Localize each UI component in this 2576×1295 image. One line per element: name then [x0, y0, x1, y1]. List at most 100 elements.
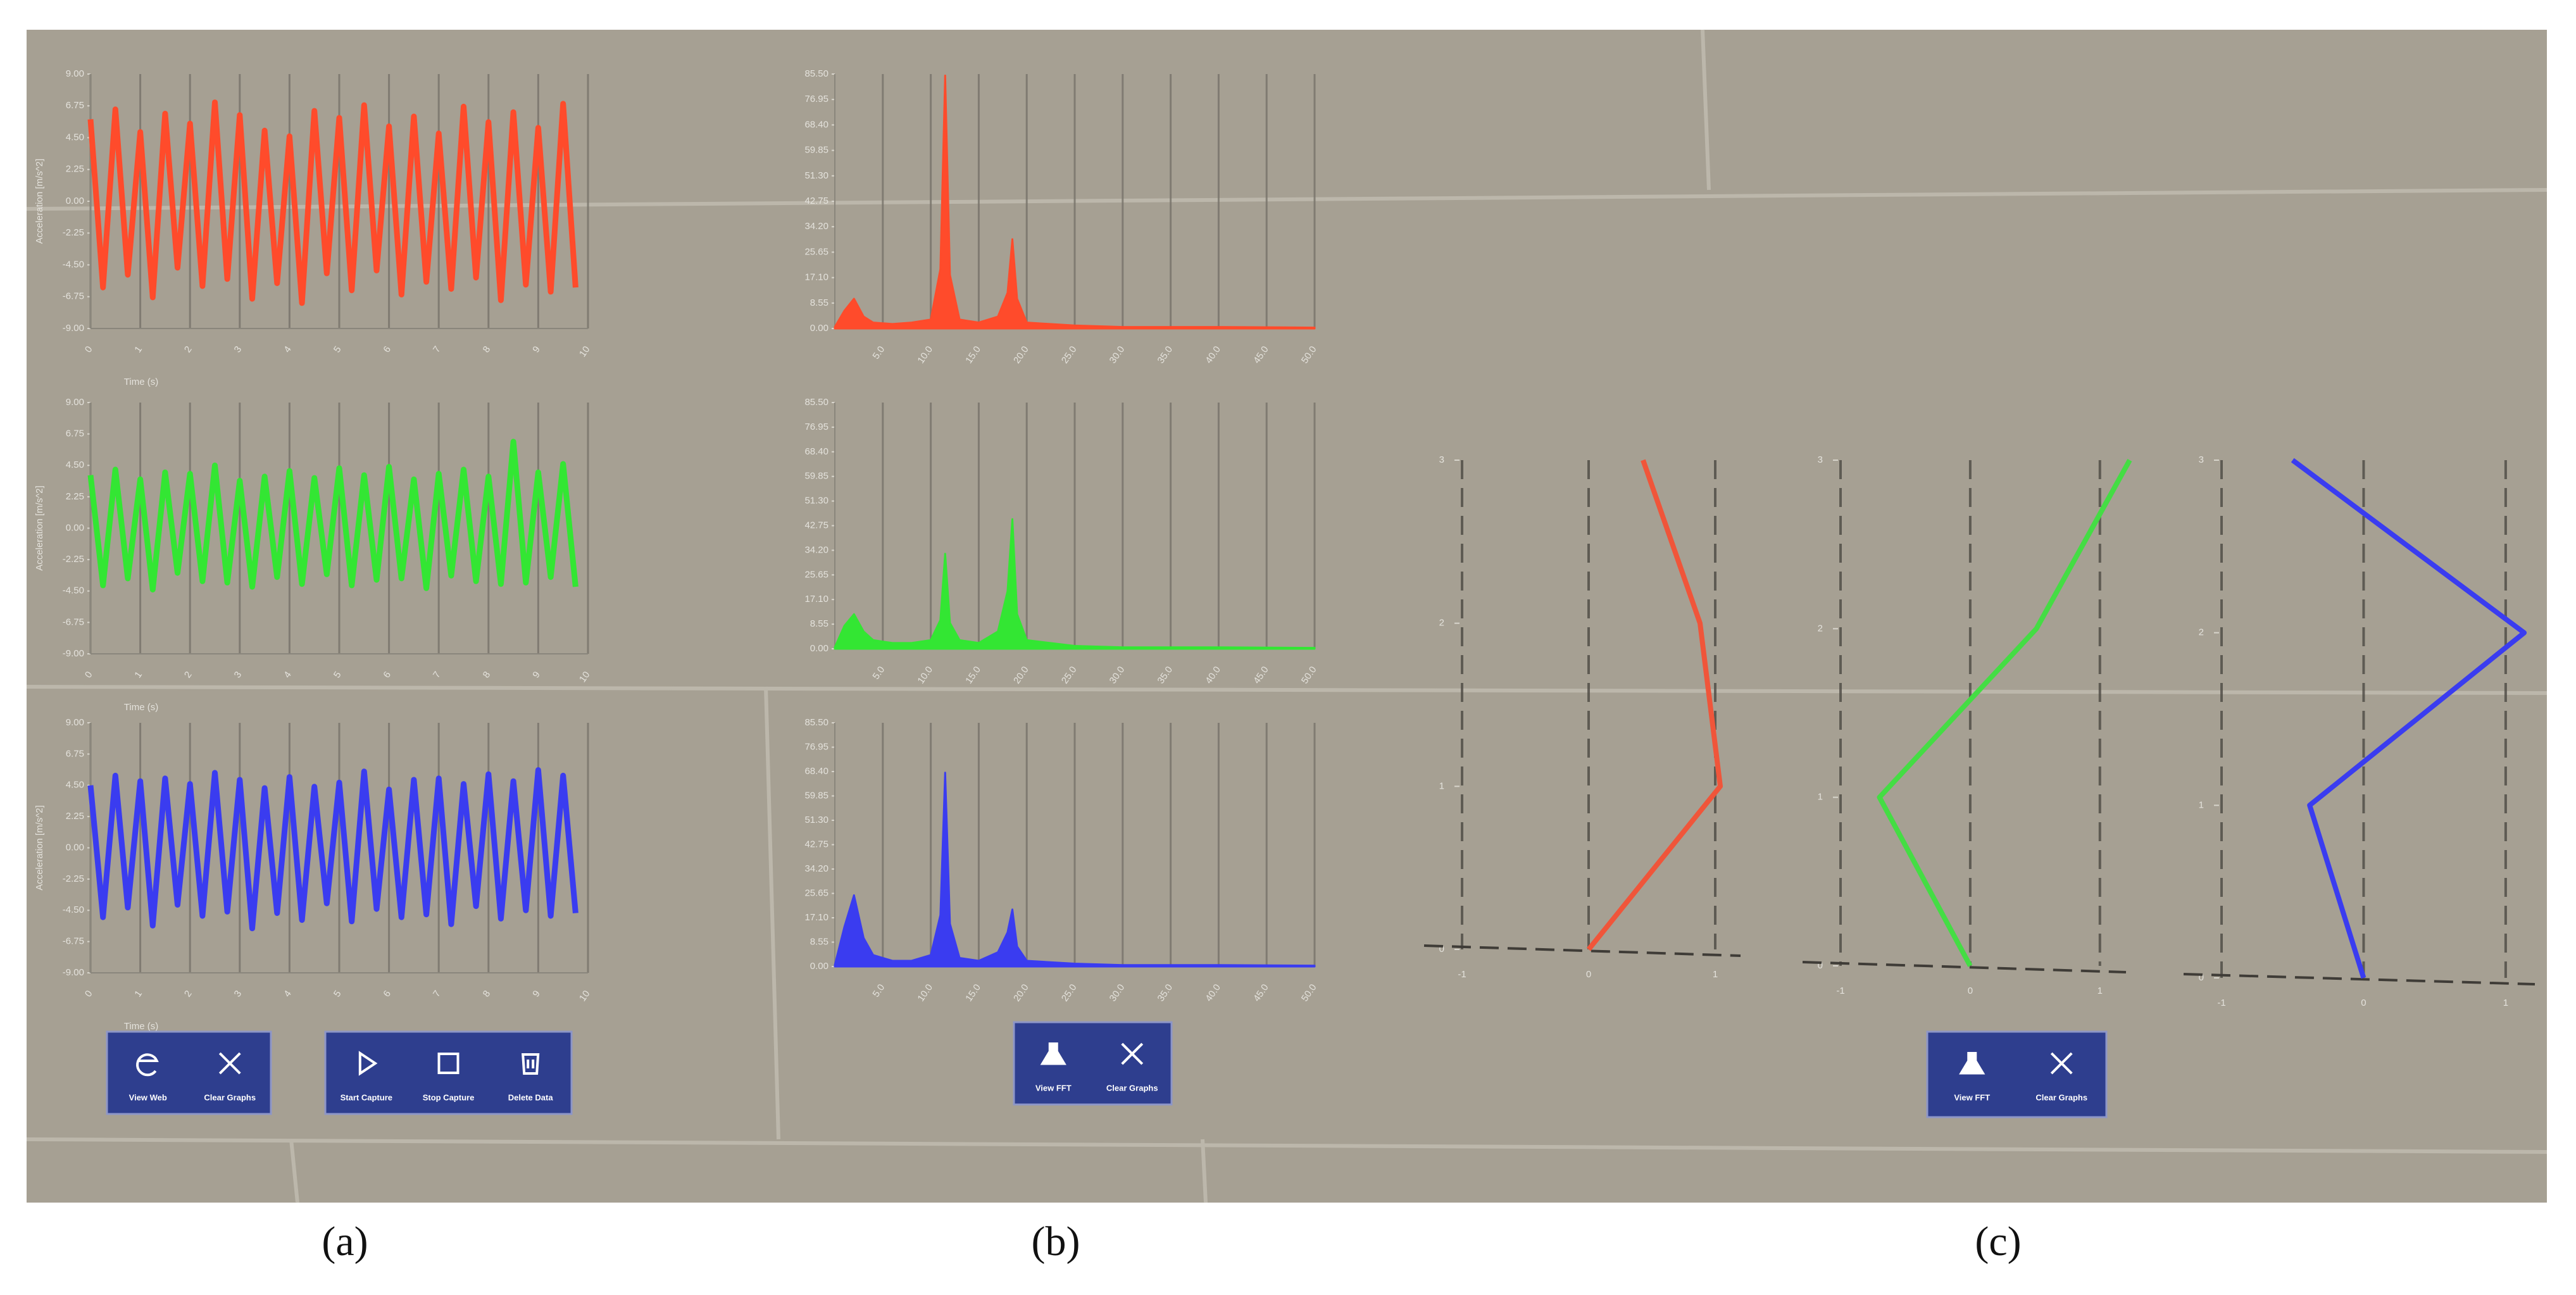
y-axis-title: Acceleration [m/s^2]: [34, 485, 45, 571]
y-tick-label: 42.75: [804, 196, 828, 206]
x-tick-label: 1: [1713, 969, 1718, 980]
button-icon: [1121, 1042, 1144, 1065]
y-tick-label: 51.30: [804, 496, 828, 506]
y-tick-label: 1: [1818, 792, 1823, 803]
y-tick-label: 3: [1818, 454, 1823, 465]
mortar-line: [26, 685, 2548, 695]
y-tick-label: 42.75: [804, 839, 828, 849]
y-tick-label: -9.00: [63, 648, 84, 659]
mode-shape-line: [2291, 458, 2527, 979]
y-tick-label: 2.25: [66, 811, 84, 822]
y-tick-label: -6.75: [63, 291, 84, 302]
y-tick-label: 51.30: [804, 170, 828, 181]
y-tick-label: 1: [2199, 799, 2204, 810]
y-tick-label: 59.85: [804, 471, 828, 482]
y-tick-label: -2.25: [63, 873, 84, 884]
y-tick-label: 76.95: [804, 94, 828, 104]
y-tick-label: 68.40: [804, 766, 828, 777]
y-tick-label: 2: [2199, 627, 2204, 638]
signal-line: [87, 439, 578, 592]
x-tick-label: -1: [1836, 985, 1844, 996]
y-tick-label: 34.20: [804, 863, 828, 874]
panel-caption: (c): [1975, 1218, 2021, 1265]
x-tick-label: 0: [1586, 969, 1591, 980]
y-tick-label: 9.00: [66, 717, 84, 728]
y-tick-label: 17.10: [804, 912, 828, 923]
button-label[interactable]: View Web: [129, 1092, 167, 1102]
y-tick-label: 85.50: [804, 717, 828, 728]
mode-shape-line: [1586, 459, 1723, 951]
y-tick-label: 2: [1439, 618, 1444, 629]
button-icon: [437, 1053, 460, 1074]
y-tick-label: 2.25: [66, 491, 84, 502]
button-panel: [106, 1030, 272, 1115]
y-tick-label: 6.75: [66, 429, 84, 439]
y-tick-label: 1: [1439, 780, 1444, 791]
y-tick-label: 34.20: [804, 544, 828, 555]
x-tick-label: 1: [2503, 998, 2508, 1008]
y-tick-label: -4.50: [63, 259, 84, 270]
y-tick-label: 59.85: [804, 145, 828, 156]
spectrum-area: [834, 518, 1316, 650]
x-axis-title: Time (s): [124, 377, 158, 387]
y-tick-label: 0: [2199, 972, 2204, 983]
signal-line: [87, 99, 578, 306]
y-tick-label: 76.95: [804, 741, 828, 752]
y-tick-label: 3: [1439, 454, 1444, 465]
panel-caption: (a): [322, 1218, 368, 1265]
mortar-line: [289, 1139, 299, 1203]
y-tick-label: 0.00: [66, 196, 84, 206]
button-label[interactable]: Clear Graphs: [204, 1092, 256, 1102]
y-tick-label: 0.00: [810, 961, 828, 972]
spectrum-area: [834, 74, 1316, 330]
button-label[interactable]: Clear Graphs: [2035, 1092, 2087, 1102]
y-tick-label: -6.75: [63, 616, 84, 627]
y-tick-label: 25.65: [804, 569, 828, 580]
button-icon: [218, 1052, 241, 1075]
y-tick-label: 2.25: [66, 164, 84, 175]
x-tick-label: 10: [577, 670, 592, 684]
y-tick-label: 8.55: [810, 297, 828, 308]
y-tick-label: 8.55: [810, 936, 828, 947]
y-tick-label: 17.10: [804, 594, 828, 604]
x-tick-label: 0: [1968, 985, 1973, 996]
y-tick-label: 0.00: [66, 522, 84, 533]
y-tick-label: 25.65: [804, 887, 828, 898]
button-label[interactable]: View FFT: [1035, 1083, 1072, 1092]
button-icon: [2050, 1052, 2073, 1075]
button-label[interactable]: View FFT: [1954, 1092, 1990, 1102]
y-tick-label: 4.50: [66, 780, 84, 791]
y-tick-label: 4.50: [66, 132, 84, 142]
mortar-line: [764, 686, 780, 1140]
button-label[interactable]: Start Capture: [341, 1092, 392, 1102]
panel-caption: (b): [1032, 1218, 1080, 1265]
x-tick-label: -1: [1458, 969, 1466, 980]
y-tick-label: -4.50: [63, 585, 84, 596]
spectrum-area: [834, 772, 1316, 968]
y-tick-label: 8.55: [810, 618, 828, 629]
y-tick-label: 6.75: [66, 748, 84, 759]
y-axis-title: Acceleration [m/s^2]: [34, 159, 45, 244]
y-tick-label: 0.00: [810, 643, 828, 654]
button-label[interactable]: Stop Capture: [423, 1092, 475, 1102]
x-axis-title: Time (s): [124, 1021, 158, 1032]
x-tick-label: 10: [577, 989, 592, 1003]
mortar-line: [1201, 1139, 1208, 1203]
y-tick-label: 9.00: [66, 397, 84, 408]
button-label[interactable]: Clear Graphs: [1106, 1083, 1158, 1092]
mode-shape-line: [1877, 459, 2132, 967]
button-icon: [522, 1053, 540, 1075]
x-tick-label: 0: [2361, 998, 2366, 1008]
y-tick-label: 25.65: [804, 246, 828, 257]
y-tick-label: 6.75: [66, 100, 84, 111]
y-tick-label: 68.40: [804, 446, 828, 457]
button-icon: [1040, 1042, 1066, 1065]
y-tick-label: 17.10: [804, 272, 828, 283]
x-tick-label: -1: [2217, 998, 2225, 1008]
button-icon: [136, 1053, 159, 1077]
y-tick-label: 34.20: [804, 221, 828, 232]
mortar-line: [26, 1137, 2548, 1154]
button-label[interactable]: Delete Data: [508, 1092, 554, 1102]
y-tick-label: 0.00: [810, 323, 828, 334]
